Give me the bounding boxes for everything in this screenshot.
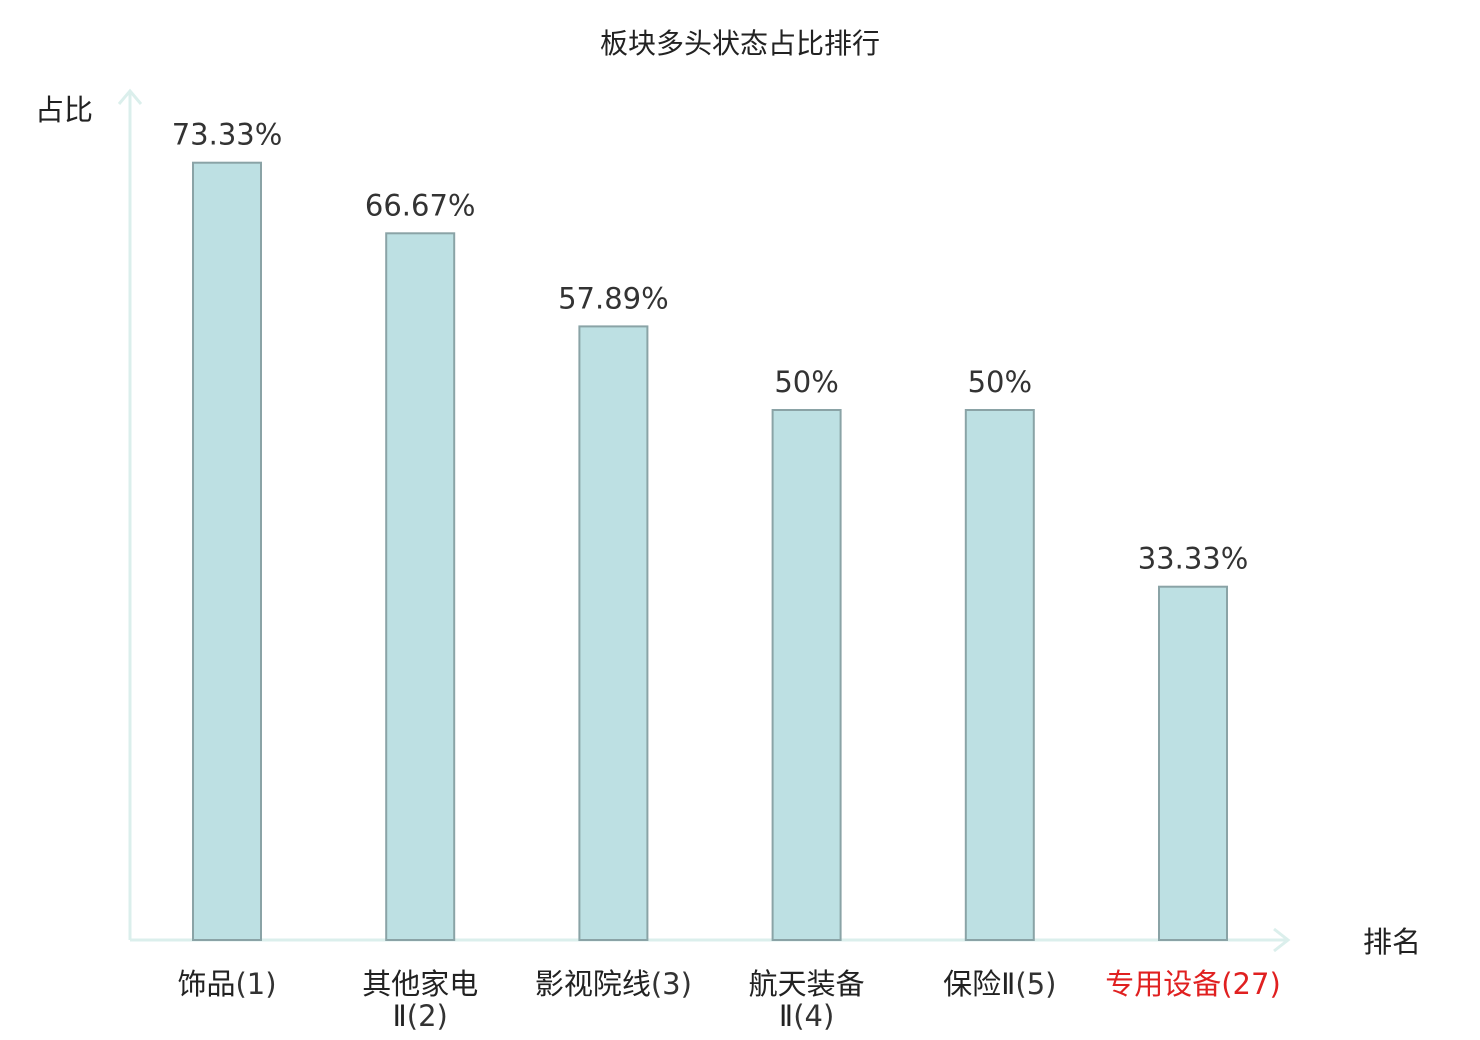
bar-4 [771,409,842,941]
value-label-2: 66.67% [365,188,476,222]
x-axis-arrow [1273,927,1291,953]
tick-label-6-line-1: 专用设备(27) [1105,967,1281,1001]
axes [117,88,1291,953]
bar-1 [192,161,262,941]
tick-label-2-line-2: Ⅱ(2) [393,999,448,1033]
value-label-5: 50% [968,365,1032,399]
tick-label-4-line-1: 航天装备 [749,967,865,1001]
tick-label-4-line-2: Ⅱ(4) [779,999,834,1033]
tick-label-2-line-1: 其他家电 [362,967,478,1001]
tick-label-1-line-1: 饰品(1) [177,967,276,1001]
tick-label-3-line-1: 影视院线(3) [535,967,692,1001]
x-axis-title: 排名 [1363,925,1421,959]
value-label-6: 33.33% [1138,542,1249,576]
value-label-3: 57.89% [558,281,669,315]
y-axis-arrow [117,88,143,105]
bar-3 [578,325,649,941]
bar-5 [964,409,1035,941]
tick-label-5-line-1: 保险Ⅱ(5) [943,967,1056,1001]
value-label-1: 73.33% [172,118,283,152]
bars [192,161,1228,942]
value-label-4: 50% [774,365,838,399]
y-axis-title: 占比 [35,93,93,127]
chart-title: 板块多头状态占比排行 [600,27,880,60]
bar-2 [385,232,456,942]
bar-6 [1158,585,1228,941]
value-labels: 73.33% 66.67% 57.89% 50% 50% 33.33% [172,118,1249,576]
